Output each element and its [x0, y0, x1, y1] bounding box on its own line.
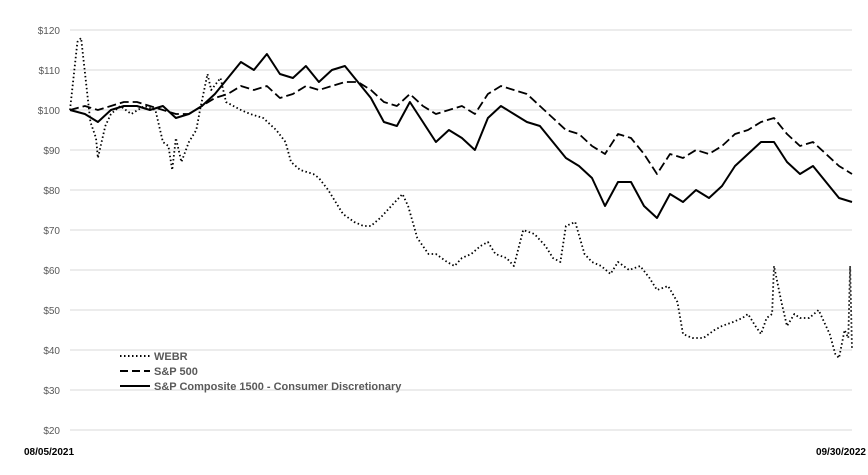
y-tick-label: $70 [43, 226, 60, 237]
grid [70, 29, 852, 431]
x-tick-start: 08/05/2021 [24, 447, 74, 458]
y-tick-label: $90 [43, 146, 60, 157]
y-tick-label: $110 [38, 66, 60, 77]
y-tick-label: $20 [43, 426, 60, 437]
legend-item-sp1500-consumer-discretionary: S&P Composite 1500 - Consumer Discretion… [120, 381, 402, 393]
y-tick-label: $100 [38, 106, 61, 117]
legend-item-webr: WEBR [120, 351, 188, 363]
y-tick-label: $80 [43, 186, 60, 197]
y-tick-label: $40 [43, 346, 60, 357]
y-tick-label: $30 [43, 386, 60, 397]
legend-label-sp1500: S&P Composite 1500 - Consumer Discretion… [154, 381, 402, 393]
series-line-1 [69, 81, 853, 175]
legend-item-sp500: S&P 500 [120, 366, 198, 378]
legend-label-sp500: S&P 500 [154, 366, 198, 378]
series-line-2 [69, 53, 853, 219]
series-line-0 [69, 37, 853, 359]
series-lines [69, 37, 853, 359]
y-tick-label: $50 [43, 306, 60, 317]
legend: WEBR S&P 500 S&P Composite 1500 - Consum… [120, 351, 402, 393]
x-tick-end: 09/30/2022 [816, 447, 866, 458]
x-axis-ticks: 08/05/2021 09/30/2022 [24, 447, 866, 458]
legend-label-webr: WEBR [154, 351, 188, 363]
y-tick-label: $60 [43, 266, 60, 277]
y-tick-label: $120 [38, 26, 61, 37]
y-axis-ticks: $20 $30 $40 $50 $60 $70 $80 $90 $100 $110 $120 [38, 26, 61, 437]
